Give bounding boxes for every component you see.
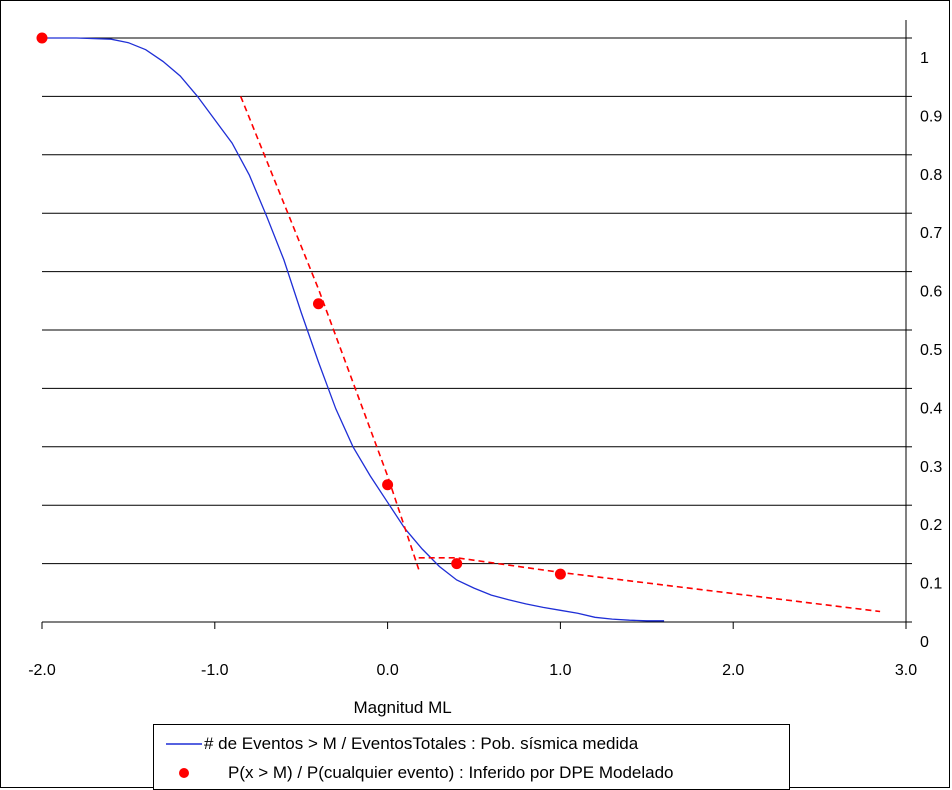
series-inferred-point: [555, 569, 566, 580]
y-tick-label: 0.1: [920, 576, 942, 593]
series-layer: [37, 33, 881, 621]
x-tick-label: 3.0: [895, 662, 917, 679]
x-tick-label: 0.0: [376, 662, 398, 679]
x-tick-label: 2.0: [722, 662, 744, 679]
y-tick-label: 0.8: [920, 167, 942, 184]
legend-label-inferred: P(x > M) / P(cualquier evento) : Inferid…: [228, 763, 674, 783]
x-tick-label: -1.0: [201, 662, 229, 679]
y-tick-label: 0.6: [920, 284, 942, 301]
y-tick-label: 0.4: [920, 400, 942, 417]
y-tick-label: 0.3: [920, 459, 942, 476]
series-inferred-point: [451, 558, 462, 569]
legend-marker-swatch: [166, 763, 204, 783]
x-axis-label: Magnitud ML: [353, 698, 451, 717]
legend: # de Eventos > M / EventosTotales : Pob.…: [153, 724, 790, 790]
grid-lines: [42, 38, 906, 564]
y-tick-label: 0.7: [920, 225, 942, 242]
y-tick-label: 1: [920, 50, 929, 67]
x-tick-label: 1.0: [549, 662, 571, 679]
y-tick-labels: 0 0.1 0.2 0.3 0.4 0.5 0.6 0.7 0.8 0.9 1: [920, 50, 942, 651]
series-measured-line: [42, 38, 664, 621]
y-tick-label: 0: [920, 634, 929, 651]
legend-item-measured: # de Eventos > M / EventosTotales : Pob.…: [154, 729, 789, 759]
y-tick-label: 0.9: [920, 108, 942, 125]
y-tick-label: 0.5: [920, 342, 942, 359]
legend-line-swatch: [166, 734, 204, 754]
legend-label-measured: # de Eventos > M / EventosTotales : Pob.…: [204, 734, 638, 754]
series-inferred-point: [382, 479, 393, 490]
series-model-dashed-line: [419, 558, 880, 612]
axes: [42, 20, 912, 629]
chart-plot: -2.0 -1.0 0.0 1.0 2.0 3.0 0 0.1 0.2 0.3 0.4 0.5 0.6…: [0, 0, 952, 724]
series-model-dashed-line: [241, 96, 419, 569]
legend-item-inferred: P(x > M) / P(cualquier evento) : Inferid…: [154, 758, 789, 788]
series-inferred-point: [37, 33, 48, 44]
x-tick-labels: -2.0 -1.0 0.0 1.0 2.0 3.0: [28, 662, 917, 679]
x-tick-label: -2.0: [28, 662, 56, 679]
y-tick-label: 0.2: [920, 517, 942, 534]
series-inferred-point: [313, 298, 324, 309]
